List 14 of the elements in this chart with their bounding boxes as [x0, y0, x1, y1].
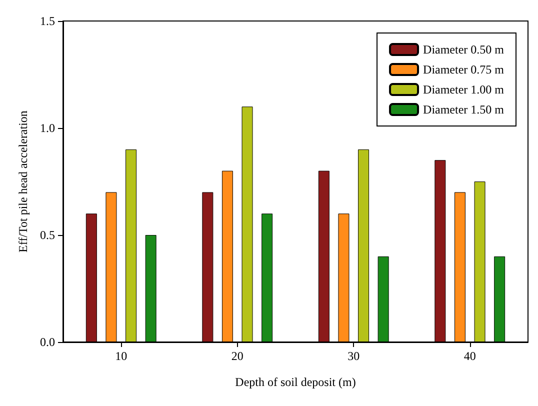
x-tick-label: 40 — [464, 349, 476, 363]
x-tick-label: 20 — [231, 349, 244, 363]
x-tick-label: 10 — [115, 349, 128, 363]
y-tick-label: 0.0 — [40, 335, 55, 349]
y-tick-label: 0.5 — [40, 228, 55, 242]
legend-label: Diameter 1.00 m — [423, 82, 505, 96]
legend-label: Diameter 0.75 m — [423, 62, 505, 76]
y-axis-title: Eff/Tot pile head acceleration — [16, 110, 30, 252]
x-axis-title: Depth of soil deposit (m) — [235, 375, 356, 389]
y-tick-label: 1.0 — [40, 121, 55, 135]
y-tick-label: 1.5 — [40, 14, 55, 28]
legend-label: Diameter 0.50 m — [423, 42, 505, 56]
x-tick-label: 30 — [348, 349, 360, 363]
legend-label: Diameter 1.50 m — [423, 102, 505, 116]
